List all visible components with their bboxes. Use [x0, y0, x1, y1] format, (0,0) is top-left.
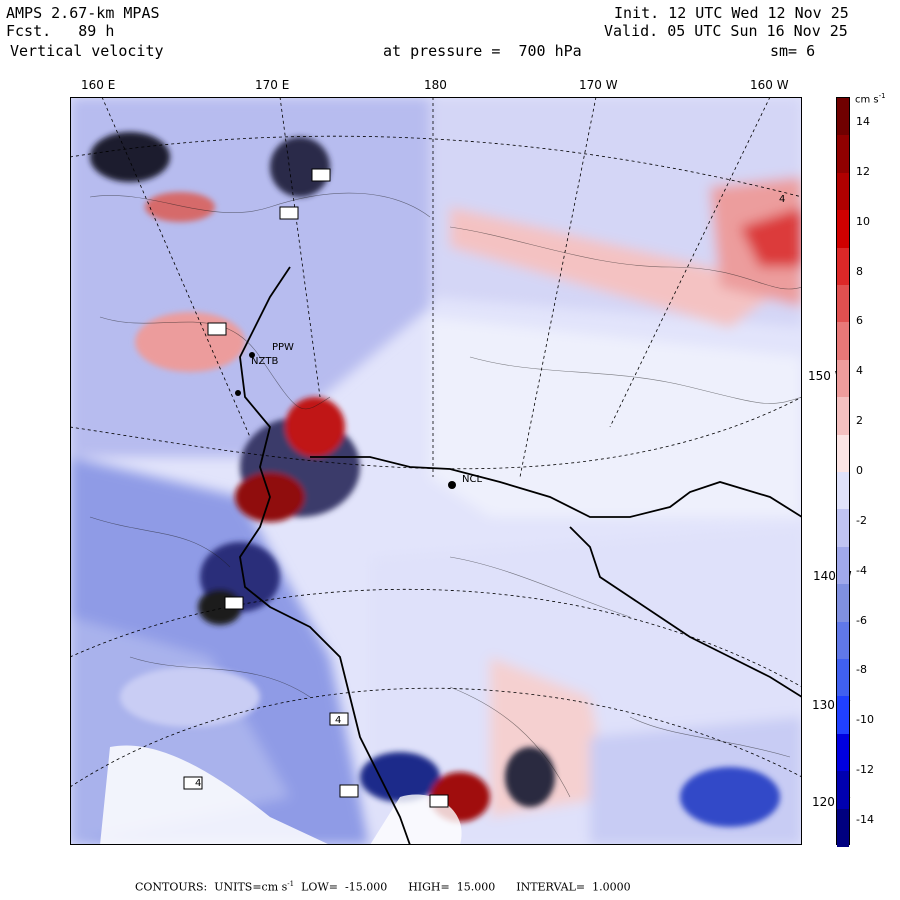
colorbar-tick-label: 12 [856, 164, 870, 178]
interval-value: 1.0000 [592, 880, 631, 894]
colorbar-tick-label: 6 [856, 314, 863, 328]
high-label: HIGH= [408, 880, 450, 894]
vertical-velocity-map [70, 97, 802, 845]
fcst-label: Fcst. [6, 22, 52, 40]
station-box-4 [183, 776, 203, 790]
station-label-ncl: NCL [462, 474, 483, 485]
colorbar-tick-label: 10 [856, 214, 870, 228]
colorbar-segment [837, 285, 849, 323]
station-label-nztb: NZTB [251, 356, 279, 367]
colorbar-tick-label: -10 [856, 713, 874, 727]
valid-time: Valid. 05 UTC Sun 16 Nov 25 [604, 22, 848, 40]
station-box-6 [429, 794, 449, 808]
station-box-3 [329, 712, 349, 726]
forecast-hour: Fcst. 89 h [6, 22, 114, 40]
colorbar-tick-label: 4 [856, 364, 863, 378]
pressure-value: 700 hPa [518, 42, 582, 60]
terrain-mask [100, 745, 330, 845]
colorbar-segment [837, 733, 849, 772]
map-border [70, 97, 802, 845]
units-label: UNITS=cm s [214, 880, 288, 894]
colorbar-segment [837, 509, 849, 548]
station-box-5 [339, 784, 359, 798]
colorbar-segment [837, 359, 849, 398]
station-ncl-marker [448, 481, 456, 489]
colorbar-segment [837, 210, 849, 249]
lon-label-170w: 170 W [579, 78, 618, 92]
low-value: -15.000 [344, 880, 388, 894]
colorbar-segment [837, 98, 849, 136]
colorbar [836, 97, 850, 847]
colorbar-tick-label: -6 [856, 613, 867, 627]
colorbar-tick-label: 0 [856, 464, 863, 477]
colorbar-segment [837, 172, 849, 211]
station-label-4a: 4 [779, 194, 786, 205]
colorbar-tick-label: -4 [856, 563, 867, 577]
station-box-1 [207, 322, 227, 336]
colorbar-tick-label: 2 [856, 414, 863, 428]
coastline [239, 266, 802, 845]
station-box-8 [311, 168, 331, 182]
contour-info: CONTOURS: UNITS=cm s-1 LOW= -15.000 HIGH… [135, 880, 631, 894]
colorbar-segment [837, 546, 849, 585]
colorbar-segment [837, 247, 849, 286]
colorbar-segment [837, 584, 849, 623]
station-label-4c: 4 [195, 778, 202, 789]
fcst-value: 89 h [78, 22, 115, 40]
field-name: Vertical velocity [10, 42, 164, 60]
colorbar-tick-label: 8 [856, 264, 863, 278]
colorbar-segment [837, 659, 849, 697]
colorbar-segment [837, 621, 849, 660]
colorbar-units: cm s-1 [855, 92, 886, 105]
colorbar-tick-label: -12 [856, 763, 874, 777]
colorbar-tick-label: -8 [856, 663, 867, 677]
contours-label: CONTOURS: [135, 880, 208, 894]
colorbar-segment [837, 808, 849, 847]
lon-label-170e: 170 E [255, 78, 290, 92]
model-title: AMPS 2.67-km MPAS [6, 4, 160, 22]
init-time: Init. 12 UTC Wed 12 Nov 25 [614, 4, 849, 22]
low-label: LOW= [301, 880, 338, 894]
graticule [70, 97, 802, 788]
lon-label-160w: 160 W [750, 78, 789, 92]
station-label-4b: 4 [335, 715, 342, 726]
contour-lines [89, 192, 802, 798]
colorbar-tick-label: -2 [856, 513, 867, 527]
colorbar-tick-label: -14 [856, 813, 874, 827]
colorbar-segment [837, 322, 849, 361]
colorbar-segment [837, 397, 849, 436]
colorbar-units-text: cm s [855, 94, 879, 106]
smoothing-label: sm= 6 [770, 42, 816, 60]
units-exp: -1 [287, 880, 295, 888]
station-nztb-marker [235, 390, 241, 396]
colorbar-segment [837, 472, 849, 510]
station-box-7 [279, 206, 299, 220]
colorbar-segment [837, 135, 849, 174]
lon-label-180: 180 [424, 78, 447, 92]
colorbar-units-exp: -1 [878, 92, 886, 100]
colorbar-segment [837, 434, 849, 473]
interval-label: INTERVAL= [516, 880, 586, 894]
station-box-2 [224, 596, 244, 610]
colorbar-tick-label: 14 [856, 114, 870, 128]
colorbar-segment [837, 696, 849, 735]
colorbar-segment [837, 771, 849, 810]
high-value: 15.000 [456, 880, 496, 894]
pressure-label: at pressure = [383, 42, 501, 60]
station-ppw-marker [249, 352, 255, 358]
pressure-level: at pressure = 700 hPa [383, 42, 582, 60]
station-label-ppw: PPW [272, 342, 294, 353]
lon-label-160e: 160 E [81, 78, 116, 92]
station-markers [183, 168, 456, 808]
